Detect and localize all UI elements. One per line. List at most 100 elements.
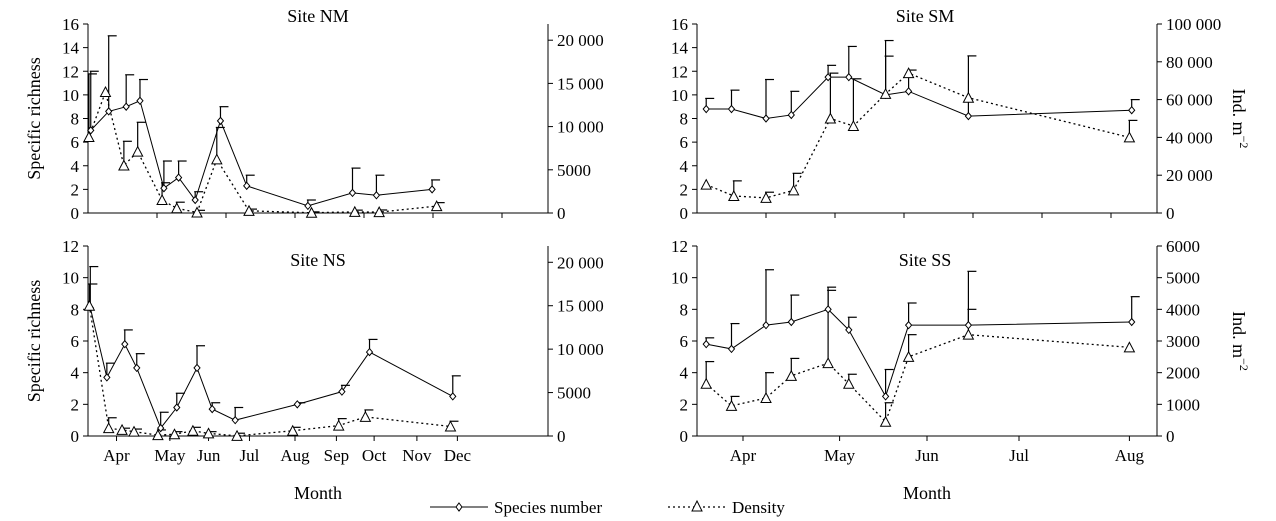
density-point: [760, 191, 772, 203]
species-point: [787, 110, 795, 120]
species-point: [845, 72, 853, 82]
series-species-line: [706, 308, 1132, 398]
y2-tick-label: 40 000: [1166, 128, 1213, 147]
y2-tick-label: 20 000: [557, 253, 604, 272]
density-point: [760, 391, 772, 403]
x-tick-label: Nov: [402, 446, 432, 465]
y-tick-label: 6: [71, 332, 80, 351]
panel-ss: 0 2 4 6 8 10 12 0 1000 2000 3000 4000 5000 6000 Apr May…: [671, 237, 1251, 503]
density-point: [1123, 131, 1136, 143]
species-point: [727, 104, 736, 114]
density-point: [787, 184, 800, 196]
y-tick-label: 16: [671, 15, 688, 34]
series-species-line: [706, 76, 1132, 120]
y2-tick-label: 10 000: [557, 340, 604, 359]
density-point: [902, 350, 915, 362]
species-point: [1128, 317, 1136, 327]
density-point: [202, 427, 215, 439]
y2-tick-label: 60 000: [1166, 91, 1213, 110]
series-species-line: [89, 307, 454, 430]
density-point: [727, 189, 740, 201]
density-point: [83, 299, 96, 311]
x-tick-label: Jun: [915, 446, 939, 465]
species-point: [964, 111, 973, 121]
panel-sm: 0 2 4 6 8 10 12 14 16 0 20 000 40 000 60 000 80 000 10…: [671, 6, 1251, 223]
y2-axis-label-exponent: −2: [1237, 358, 1251, 371]
y2-tick-label: 20 000: [1166, 166, 1213, 185]
y-axis-label: Specific richness: [24, 280, 44, 402]
y-tick-label: 2: [71, 180, 80, 199]
x-tick-label: Jun: [197, 446, 221, 465]
y2-tick-label: 15 000: [557, 74, 604, 93]
species-point: [157, 423, 165, 433]
series-density-line: [88, 305, 451, 437]
density-point: [152, 429, 164, 441]
y-tick-label: 6: [680, 133, 689, 152]
legend-density-label: Density: [732, 498, 785, 517]
y2-tick-label: 3000: [1166, 332, 1200, 351]
density-point: [847, 119, 860, 132]
panel-title: Site NM: [287, 6, 349, 26]
species-point: [727, 344, 736, 354]
x-tick-label: Apr: [730, 446, 757, 465]
species-point: [133, 363, 141, 373]
species-point: [348, 188, 357, 198]
density-point: [373, 206, 386, 218]
y-axis-label: Specific richness: [24, 57, 44, 179]
series-density-line: [705, 72, 1130, 199]
y-tick-label: 10: [671, 86, 688, 105]
density-point: [231, 429, 243, 441]
density-point: [128, 425, 140, 437]
species-point: [174, 173, 183, 182]
y-tick-label: 12: [671, 62, 688, 81]
density-point: [187, 424, 199, 436]
y2-axis-label: Ind. m−2: [1229, 311, 1251, 371]
panel-ns: 0 2 4 6 8 10 12 0 5000 10 000 15 000 20 000 Apr May Ju…: [24, 237, 604, 503]
y-tick-label: 8: [680, 110, 689, 129]
x-tick-label: Dec: [444, 446, 472, 465]
y-tick-label: 2: [71, 395, 80, 414]
density-point: [842, 377, 855, 389]
y-tick-label: 4: [680, 157, 689, 176]
density-point: [444, 420, 457, 432]
density-point: [210, 153, 223, 165]
y-tick-label: 6: [71, 133, 80, 152]
density-point: [99, 85, 112, 98]
density-point: [286, 424, 299, 436]
species-point: [365, 347, 374, 357]
species-point: [160, 183, 168, 193]
species-point: [845, 325, 853, 335]
density-point: [116, 423, 128, 435]
species-point: [216, 116, 225, 126]
species-point: [136, 96, 144, 106]
density-point: [725, 399, 738, 411]
y-tick-label: 12: [62, 62, 79, 81]
x-tick-label: Jul: [1009, 446, 1029, 465]
y2-tick-label: 0: [557, 204, 566, 223]
species-point: [105, 107, 113, 116]
density-point: [879, 87, 892, 99]
density-point: [962, 91, 975, 103]
legend-density-marker: [691, 499, 703, 512]
density-point: [131, 145, 144, 157]
density-point: [824, 112, 837, 124]
density-point: [332, 419, 345, 431]
y-tick-label: 8: [680, 300, 689, 319]
y2-tick-label: 80 000: [1166, 53, 1213, 72]
y-tick-label: 0: [71, 427, 80, 446]
x-tick-label: May: [154, 446, 186, 465]
species-point: [103, 373, 111, 382]
x-tick-label: Jul: [240, 446, 260, 465]
species-point: [87, 126, 95, 135]
density-point: [359, 410, 372, 422]
density-point: [156, 193, 168, 206]
species-point: [787, 317, 795, 327]
y-tick-label: 0: [71, 204, 80, 223]
y-tick-label: 4: [71, 157, 80, 176]
y-tick-label: 0: [680, 204, 689, 223]
species-point: [824, 72, 832, 82]
species-point: [824, 305, 832, 314]
panel-nm: 0 2 4 6 8 10 12 14 16 0 5000 10 000 15 000 20 000 Site…: [24, 6, 604, 223]
density-point: [430, 200, 443, 212]
y2-tick-label: 10 000: [557, 118, 604, 137]
